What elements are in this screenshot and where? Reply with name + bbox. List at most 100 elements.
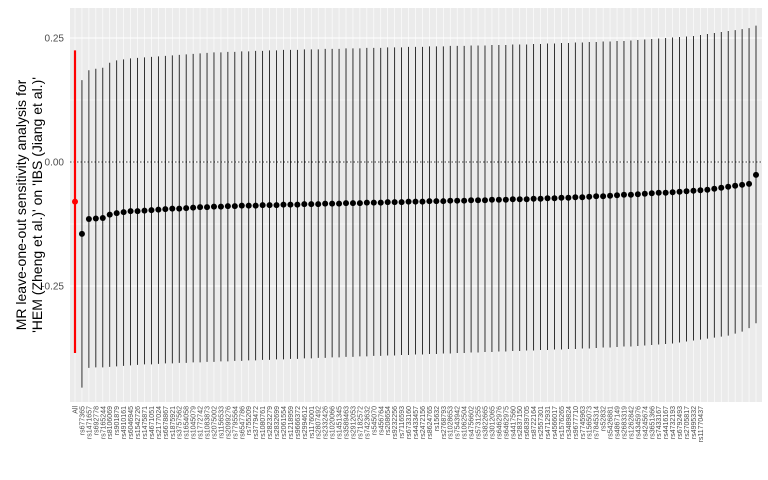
x-tick-label: rs1028653: [448, 406, 455, 439]
x-tick-label: rs4995332: [691, 406, 698, 439]
snp-estimate-point: [294, 201, 301, 208]
x-tick-label: rs7745963: [580, 406, 587, 439]
snp-estimate-point: [113, 210, 120, 217]
x-tick-label: rs2832699: [274, 406, 281, 439]
x-tick-label: rs2683319: [621, 406, 628, 439]
x-tick-label: rs4732193: [670, 406, 677, 439]
x-tick-label: rs4433457: [413, 406, 420, 439]
x-tick-label: rs4245674: [642, 406, 649, 439]
x-tick-label: rs3779472: [253, 406, 260, 439]
y-axis-title: MR leave-one-out sensitivity analysis fo…: [13, 77, 45, 333]
estimate-point-layer: [72, 171, 759, 237]
snp-estimate-point: [322, 200, 329, 207]
snp-estimate-point: [620, 191, 627, 198]
x-tick-label: rs7116593: [399, 406, 406, 439]
snp-estimate-point: [169, 205, 176, 212]
snp-estimate-point: [614, 192, 621, 199]
x-tick-labels: All rs677365 rs1471657 rs692778 rs7165244 rs8…: [73, 406, 705, 443]
snp-estimate-point: [197, 204, 204, 211]
snp-estimate-point: [516, 196, 523, 203]
y-tick-label: 0.00: [45, 158, 65, 169]
y-axis-title-line-2: 'HEM (Zheng et al.)' on 'IBS (Jiang et a…: [29, 77, 45, 333]
x-tick-label: rs1062504: [462, 406, 469, 439]
x-tick-label: rs1654058: [184, 406, 191, 439]
x-tick-label: rs2705817: [684, 406, 691, 439]
snp-estimate-point: [301, 201, 308, 208]
y-tick-label: 0.25: [45, 34, 65, 45]
snp-estimate-point: [120, 209, 127, 216]
x-tick-label: rs2837150: [517, 406, 524, 439]
x-tick-label: rs3012065: [489, 406, 496, 439]
x-tick-label: rs1565073: [587, 406, 594, 439]
x-tick-label: rs8722164: [531, 406, 538, 439]
x-tick-label: rs9677710: [573, 406, 580, 439]
snp-estimate-point: [183, 205, 190, 212]
snp-estimate-point: [495, 196, 502, 203]
snp-estimate-point: [204, 204, 211, 211]
snp-estimate-point: [655, 189, 662, 196]
snp-estimate-point: [704, 186, 711, 193]
x-tick-label: rs2768793: [441, 406, 448, 439]
snp-estimate-point: [627, 191, 634, 198]
snp-estimate-point: [266, 202, 273, 209]
x-tick-label: rs692778: [93, 406, 100, 435]
snp-estimate-point: [398, 199, 405, 206]
snp-estimate-point: [593, 193, 600, 200]
snp-estimate-point: [329, 200, 336, 207]
x-tick-label: rs3822665: [482, 406, 489, 439]
snp-estimate-point: [739, 181, 746, 188]
snp-estimate-point: [475, 197, 482, 204]
x-tick-label: rs6462976: [496, 406, 503, 439]
snp-estimate-point: [370, 199, 377, 206]
snp-estimate-point: [252, 202, 259, 209]
snp-estimate-point: [551, 195, 558, 202]
x-tick-label: rs1576265: [559, 406, 566, 439]
snp-estimate-point: [648, 190, 655, 197]
snp-estimate-point: [245, 202, 252, 209]
x-tick-label: rs5731255: [476, 406, 483, 439]
snp-estimate-point: [356, 200, 363, 207]
x-tick-label: rs2177024: [156, 406, 163, 439]
snp-estimate-point: [607, 192, 614, 199]
x-tick-label: rs6839705: [524, 406, 531, 439]
x-tick-label: rs15632: [434, 406, 441, 431]
snp-estimate-point: [336, 200, 343, 207]
snp-estimate-point: [210, 203, 217, 210]
x-tick-label: rs1471657: [86, 406, 93, 439]
x-tick-label: rs755209: [246, 406, 253, 435]
snp-estimate-point: [412, 198, 419, 205]
snp-estimate-point: [440, 198, 447, 205]
snp-estimate-point: [530, 195, 537, 202]
x-tick-label: rs6547786: [239, 406, 246, 439]
x-tick-label: rs1020066: [330, 406, 337, 439]
x-tick-label: rs4417560: [510, 406, 517, 439]
x-tick-label-all: All: [73, 406, 80, 414]
x-tick-label: rs545070: [371, 406, 378, 435]
x-tick-label: rs9666372: [295, 406, 302, 439]
snp-estimate-point: [155, 206, 162, 213]
snp-estimate-point: [343, 200, 350, 207]
snp-estimate-point: [586, 193, 593, 200]
x-tick-label: rs2099276: [225, 406, 232, 439]
snp-estimate-point: [454, 197, 461, 204]
snp-estimate-point: [176, 205, 183, 212]
x-tick-label: rs1875921: [170, 406, 177, 439]
x-tick-label: rs4566017: [552, 406, 559, 439]
snp-estimate-point: [349, 200, 356, 207]
x-tick-label: rs7182572: [357, 406, 364, 439]
snp-estimate-point: [579, 194, 586, 201]
x-tick-label: rs3589463: [344, 406, 351, 439]
x-tick-label: rs1772742: [198, 406, 205, 439]
snp-estimate-point: [481, 197, 488, 204]
x-tick-label: rs1542726: [135, 406, 142, 439]
snp-estimate-point: [141, 207, 148, 214]
snp-estimate-point: [718, 184, 725, 191]
x-tick-label: rs2061554: [281, 406, 288, 439]
snp-estimate-point: [753, 171, 759, 178]
snp-estimate-point: [217, 203, 224, 210]
snp-estimate-point: [662, 189, 669, 196]
snp-estimate-point: [746, 180, 753, 187]
x-tick-label: rs7165244: [100, 406, 107, 439]
x-tick-label: rs7423632: [364, 406, 371, 439]
